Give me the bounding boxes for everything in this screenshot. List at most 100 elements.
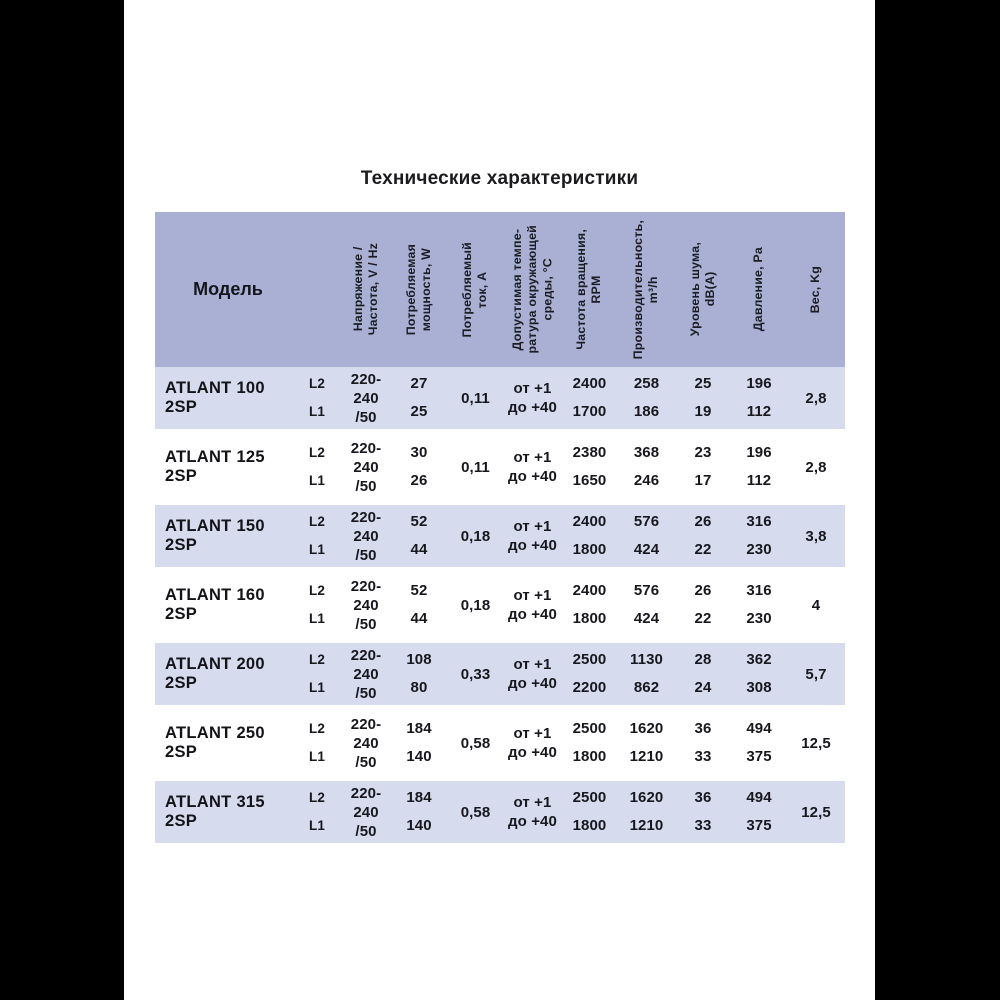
- power-values: 52 44: [391, 505, 447, 567]
- rpm-l2-value: 2500: [572, 789, 607, 806]
- temperature-range: от +1 до +40: [508, 449, 557, 485]
- table-row: ATLANT 100 2SP L2 L1 220-240 /50 27 25 0…: [155, 367, 845, 429]
- table-row: ATLANT 125 2SP L2 L1 220-240 /50 30 26 0…: [155, 436, 845, 498]
- temperature-range: от +1 до +40: [508, 656, 557, 692]
- voltage-value: 220-240 /50: [350, 646, 382, 702]
- column-header-rpm-label: Частота вращения, RPM: [574, 229, 604, 350]
- phase-labels: L2 L1: [293, 781, 341, 843]
- airflow-values: 1130 862: [618, 643, 675, 705]
- pressure-l2-value: 494: [746, 789, 772, 806]
- column-header-noise: Уровень шума, dB(A): [675, 212, 731, 367]
- pressure-values: 494 375: [731, 712, 787, 774]
- noise-l2-value: 25: [694, 375, 712, 392]
- phase-l1-label: L1: [309, 611, 325, 626]
- noise-l2-value: 36: [694, 789, 712, 806]
- pressure-values: 316 230: [731, 574, 787, 636]
- phase-l2-label: L2: [309, 790, 325, 805]
- pressure-values: 196 112: [731, 367, 787, 429]
- phase-labels: L2 L1: [293, 436, 341, 498]
- pressure-values: 196 112: [731, 436, 787, 498]
- column-header-airflow: Производительность, m³/h: [618, 212, 675, 367]
- airflow-values: 576 424: [618, 574, 675, 636]
- voltage-value: 220-240 /50: [350, 370, 382, 426]
- phase-l1-label: L1: [309, 818, 325, 833]
- pressure-l1-value: 375: [746, 748, 772, 765]
- phase-l1-label: L1: [309, 749, 325, 764]
- airflow-values: 576 424: [618, 505, 675, 567]
- pressure-l1-value: 308: [746, 679, 772, 696]
- phase-l2-label: L2: [309, 376, 325, 391]
- rpm-l1-value: 1800: [572, 541, 607, 558]
- weight-value: 12,5: [801, 734, 831, 752]
- phase-l2-label: L2: [309, 652, 325, 667]
- temperature-range: от +1 до +40: [508, 587, 557, 623]
- noise-l2-value: 26: [694, 582, 712, 599]
- column-header-voltage: Напряжение / Частота, V / Hz: [341, 212, 391, 367]
- table-row: ATLANT 250 2SP L2 L1 220-240 /50 184 140…: [155, 712, 845, 774]
- pressure-l1-value: 112: [746, 403, 772, 420]
- phase-l2-label: L2: [309, 445, 325, 460]
- phase-l2-label: L2: [309, 721, 325, 736]
- voltage-value: 220-240 /50: [350, 508, 382, 564]
- rpm-l1-value: 1650: [572, 472, 607, 489]
- rpm-values: 2380 1650: [561, 436, 618, 498]
- table-header-row: Модель Напряжение / Частота, V / Hz Потр…: [155, 212, 845, 367]
- column-header-pressure: Давление, Pa: [731, 212, 787, 367]
- phase-l1-label: L1: [309, 542, 325, 557]
- column-header-model: Модель: [193, 279, 263, 299]
- column-header-temperature-label: Допустимая темпе- ратура окружающей сред…: [509, 225, 555, 354]
- phase-l1-label: L1: [309, 680, 325, 695]
- power-l2-value: 27: [410, 375, 428, 392]
- noise-l1-value: 22: [694, 541, 712, 558]
- power-values: 184 140: [391, 781, 447, 843]
- power-values: 27 25: [391, 367, 447, 429]
- airflow-l2-value: 258: [633, 375, 660, 392]
- power-values: 184 140: [391, 712, 447, 774]
- power-l1-value: 44: [410, 541, 428, 558]
- power-l2-value: 108: [406, 651, 432, 668]
- current-value: 0,18: [460, 527, 491, 545]
- column-header-power-label: Потребляемая мощность, W: [403, 243, 433, 336]
- noise-l1-value: 24: [694, 679, 712, 696]
- model-name: ATLANT 100 2SP: [165, 379, 265, 416]
- rpm-l2-value: 2500: [572, 720, 607, 737]
- weight-value: 5,7: [805, 665, 827, 683]
- rpm-values: 2500 1800: [561, 712, 618, 774]
- noise-l2-value: 23: [694, 444, 712, 461]
- model-name: ATLANT 150 2SP: [165, 517, 265, 554]
- table-row: ATLANT 200 2SP L2 L1 220-240 /50 108 80 …: [155, 643, 845, 705]
- power-l2-value: 184: [406, 720, 432, 737]
- noise-values: 23 17: [675, 436, 731, 498]
- pressure-l2-value: 196: [746, 444, 772, 461]
- rpm-l2-value: 2400: [572, 375, 607, 392]
- rpm-values: 2400 1800: [561, 505, 618, 567]
- power-l1-value: 80: [410, 679, 428, 696]
- voltage-value: 220-240 /50: [350, 439, 382, 495]
- power-l2-value: 52: [410, 582, 428, 599]
- current-value: 0,58: [460, 734, 491, 752]
- current-value: 0,33: [460, 665, 491, 683]
- weight-value: 4: [811, 596, 821, 614]
- column-header-airflow-label: Производительность, m³/h: [631, 219, 661, 360]
- table-row: ATLANT 315 2SP L2 L1 220-240 /50 184 140…: [155, 781, 845, 843]
- column-header-rpm: Частота вращения, RPM: [561, 212, 618, 367]
- airflow-l2-value: 1620: [629, 720, 664, 737]
- pressure-l1-value: 230: [746, 541, 772, 558]
- pressure-l2-value: 316: [746, 582, 772, 599]
- pressure-l1-value: 230: [746, 610, 772, 627]
- table-row: ATLANT 160 2SP L2 L1 220-240 /50 52 44 0…: [155, 574, 845, 636]
- airflow-values: 1620 1210: [618, 781, 675, 843]
- weight-value: 2,8: [805, 458, 827, 476]
- power-l2-value: 184: [406, 789, 432, 806]
- phase-labels: L2 L1: [293, 505, 341, 567]
- noise-l1-value: 33: [694, 817, 712, 834]
- rpm-l2-value: 2380: [572, 444, 607, 461]
- power-l1-value: 26: [410, 472, 428, 489]
- phase-l2-label: L2: [309, 583, 325, 598]
- airflow-l1-value: 1210: [629, 748, 664, 765]
- noise-l2-value: 36: [694, 720, 712, 737]
- rpm-l1-value: 1800: [572, 748, 607, 765]
- power-values: 30 26: [391, 436, 447, 498]
- noise-l1-value: 33: [694, 748, 712, 765]
- temperature-range: от +1 до +40: [508, 794, 557, 830]
